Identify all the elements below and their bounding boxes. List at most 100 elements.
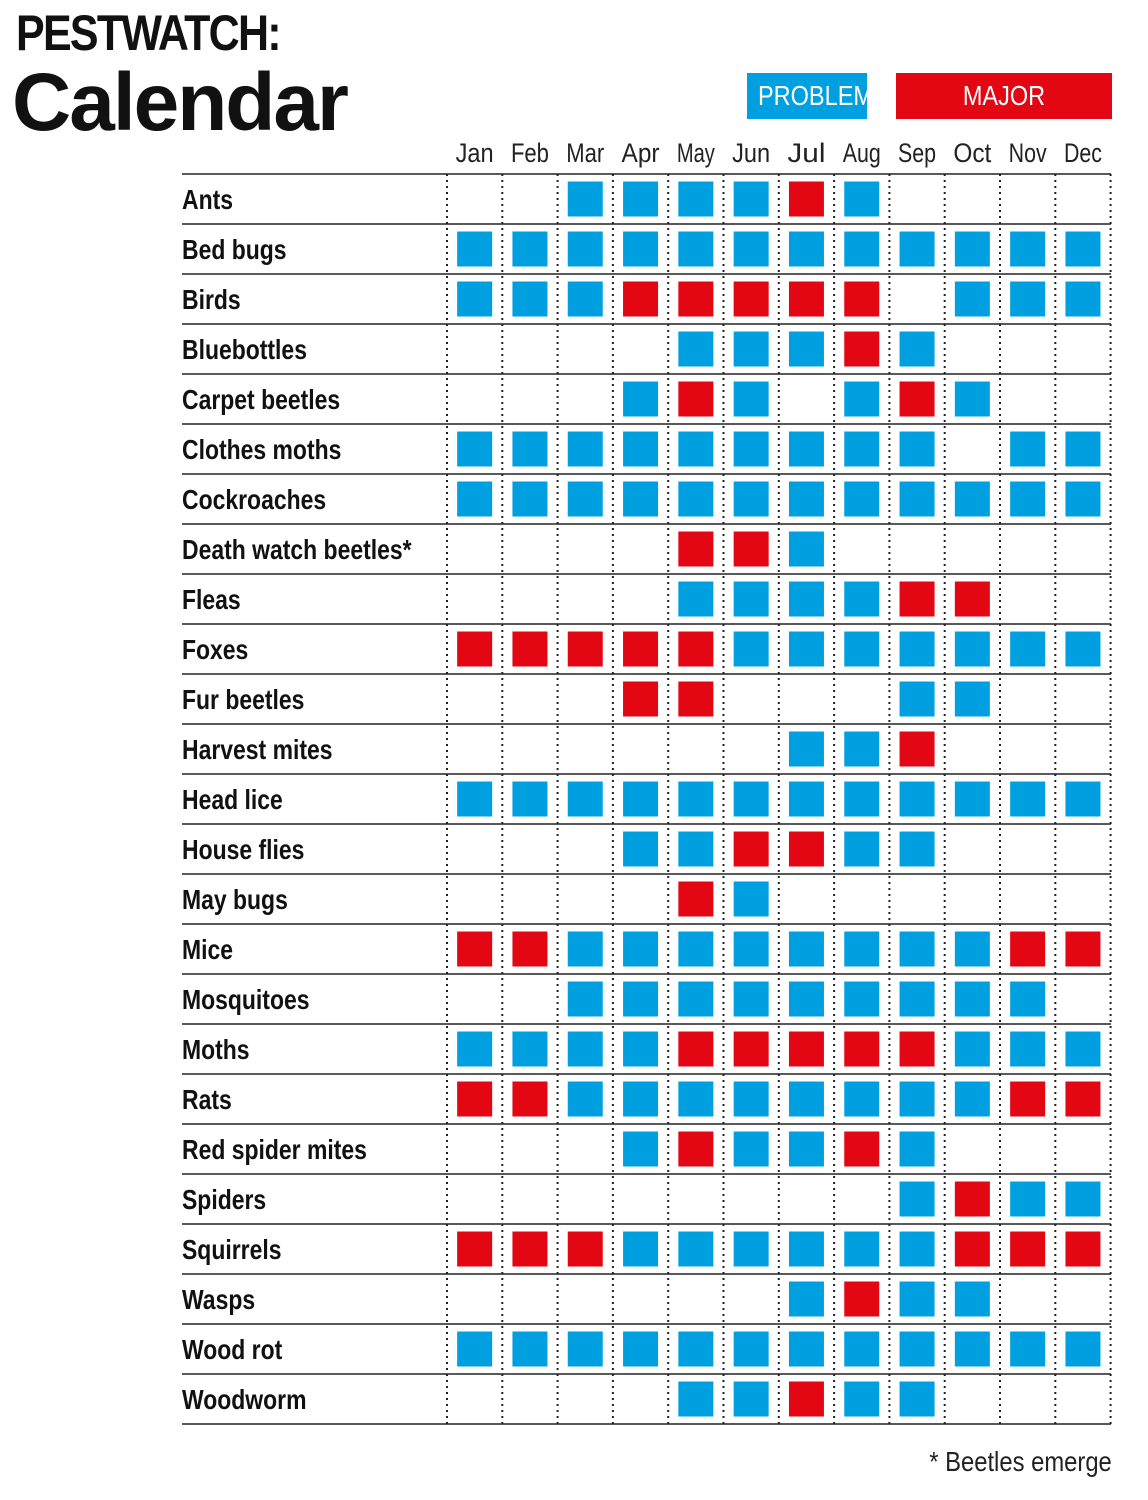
problem-cell <box>954 481 990 517</box>
problem-cell <box>733 781 769 817</box>
problem-cell <box>954 231 990 267</box>
problem-cell <box>1065 1031 1101 1067</box>
problem-cell <box>623 931 659 967</box>
pest-label: Mice <box>182 935 233 966</box>
problem-cell <box>512 231 548 267</box>
problem-cell <box>457 281 493 317</box>
problem-cell <box>899 1381 935 1417</box>
problem-cell <box>844 831 880 867</box>
pest-label: Foxes <box>182 635 248 666</box>
problem-cell <box>567 281 603 317</box>
month-label: Dec <box>1064 138 1102 168</box>
problem-cell <box>899 1281 935 1317</box>
major-problem-cell <box>844 1131 880 1167</box>
major-problem-cell <box>567 631 603 667</box>
problem-cell <box>457 231 493 267</box>
problem-cell <box>567 931 603 967</box>
major-problem-cell <box>844 331 880 367</box>
footnote-text: * Beetles emerge <box>929 1446 1112 1477</box>
problem-cell <box>1010 281 1046 317</box>
problem-cell <box>457 431 493 467</box>
problem-cell <box>457 481 493 517</box>
problem-cell <box>788 431 824 467</box>
problem-cell <box>567 231 603 267</box>
problem-cell <box>1065 631 1101 667</box>
problem-cell <box>788 581 824 617</box>
problem-cell <box>1065 431 1101 467</box>
problem-cell <box>733 931 769 967</box>
major-problem-cell <box>788 181 824 217</box>
pest-label: Moths <box>182 1035 250 1066</box>
problem-cell <box>623 1331 659 1367</box>
pest-label: Fur beetles <box>182 685 304 716</box>
problem-cell <box>512 431 548 467</box>
problem-cell <box>954 681 990 717</box>
problem-cell <box>567 1331 603 1367</box>
pest-label: Birds <box>182 285 241 316</box>
major-problem-cell <box>678 681 714 717</box>
pest-label: Clothes moths <box>182 435 341 466</box>
problem-cell <box>1010 431 1046 467</box>
problem-cell <box>954 381 990 417</box>
problem-cell <box>844 781 880 817</box>
problem-cell <box>678 431 714 467</box>
problem-cell <box>733 381 769 417</box>
problem-cell <box>733 1331 769 1367</box>
legend-problem-label: PROBLEM <box>757 80 873 111</box>
problem-cell <box>844 731 880 767</box>
problem-cell <box>623 181 659 217</box>
month-label: Aug <box>843 138 881 168</box>
problem-cell <box>1010 231 1046 267</box>
pest-label: Wasps <box>182 1285 255 1316</box>
major-problem-cell <box>733 531 769 567</box>
legend-major-problem: MAJOR PROBLEM <box>896 73 1112 157</box>
problem-cell <box>733 1131 769 1167</box>
problem-cell <box>678 481 714 517</box>
title-line-2: Calendar <box>12 57 349 148</box>
problem-cell <box>788 931 824 967</box>
problem-cell <box>844 581 880 617</box>
problem-cell <box>733 881 769 917</box>
pest-label: Red spider mites <box>182 1135 367 1166</box>
problem-cell <box>844 431 880 467</box>
pest-label: Bed bugs <box>182 235 287 266</box>
pest-label: House flies <box>182 835 304 866</box>
problem-cell <box>678 331 714 367</box>
problem-cell <box>788 331 824 367</box>
major-problem-cell <box>733 831 769 867</box>
problem-cell <box>678 1381 714 1417</box>
problem-cell <box>788 231 824 267</box>
problem-cell <box>844 1231 880 1267</box>
problem-cell <box>623 831 659 867</box>
major-problem-cell <box>678 1031 714 1067</box>
problem-cell <box>1065 231 1101 267</box>
problem-cell <box>733 631 769 667</box>
major-problem-cell <box>844 1281 880 1317</box>
problem-cell <box>844 181 880 217</box>
major-problem-cell <box>1010 1231 1046 1267</box>
problem-cell <box>954 1281 990 1317</box>
pest-label: Cockroaches <box>182 485 326 516</box>
problem-cell <box>678 231 714 267</box>
problem-cell <box>512 1331 548 1367</box>
problem-cell <box>678 581 714 617</box>
month-label: Jan <box>456 138 494 168</box>
major-problem-cell <box>1010 931 1046 967</box>
problem-cell <box>899 631 935 667</box>
problem-cell <box>567 481 603 517</box>
pest-label: Mosquitoes <box>182 985 310 1016</box>
problem-cell <box>954 981 990 1017</box>
problem-cell <box>899 781 935 817</box>
major-problem-cell <box>623 681 659 717</box>
major-problem-cell <box>1065 1081 1101 1117</box>
month-label: Mar <box>566 138 604 168</box>
major-problem-cell <box>678 531 714 567</box>
major-problem-cell <box>1010 1081 1046 1117</box>
pest-label: Death watch beetles* <box>182 535 412 566</box>
problem-cell <box>567 181 603 217</box>
major-problem-cell <box>567 1231 603 1267</box>
major-problem-cell <box>457 631 493 667</box>
problem-cell <box>844 1381 880 1417</box>
problem-cell <box>954 281 990 317</box>
